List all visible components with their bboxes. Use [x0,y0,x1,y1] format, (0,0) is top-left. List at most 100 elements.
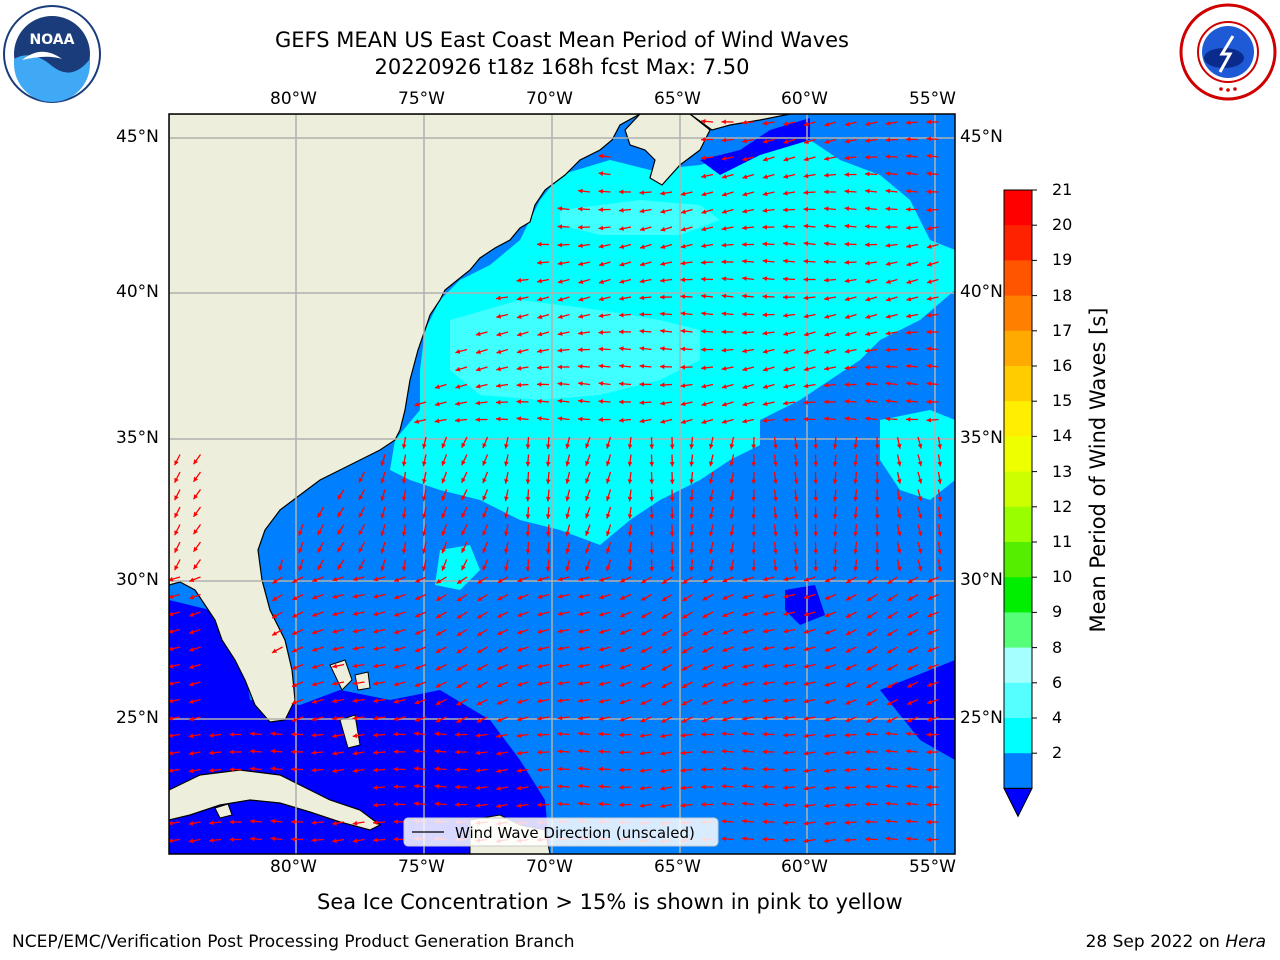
wave-direction-arrowhead [824,259,829,265]
wave-direction-arrowhead [401,549,407,554]
wave-direction-arrowhead [853,461,858,467]
wave-direction-arrowhead [803,277,808,282]
wave-direction-arrowhead [722,664,728,670]
wave-direction-arrowhead [557,731,563,737]
wave-direction-arrowhead [565,548,571,554]
wave-direction-arrowhead [352,576,358,582]
wave-direction-arrowhead [373,698,378,704]
wave-direction-arrowhead [649,497,655,502]
wave-direction-arrowhead [885,818,891,824]
wave-direction-arrowhead [845,630,851,636]
wave-direction-arrowhead [598,207,603,212]
wave-direction-arrowhead [729,461,735,467]
wave-direction-arrowhead [537,611,543,617]
wave-direction-arrowhead [578,731,583,737]
wave-direction-arrowhead [557,801,563,807]
wave-direction-arrowhead [649,514,655,519]
wave-direction-arrowhead [352,593,358,599]
wave-direction-arrowhead [660,364,665,370]
wave-direction-arrowhead [639,346,645,351]
wave-direction-arrowhead [660,278,665,283]
wave-direction-arrowhead [578,261,584,267]
wave-direction-arrowhead [702,630,708,636]
wave-direction-arrowhead [441,478,446,484]
wave-direction-arrowhead [682,631,688,636]
wave-direction-arrowhead [865,242,870,248]
wave-direction-arrowhead [824,121,830,127]
wave-direction-arrowhead [865,296,871,302]
wave-direction-arrowhead [639,733,645,738]
wave-direction-arrowhead [482,513,487,519]
wave-direction-arrowhead [311,820,317,825]
wave-direction-arrowhead [599,577,605,582]
wave-direction-arrowhead [865,381,870,387]
wave-direction-arrowhead [708,513,714,519]
wave-direction-arrowhead [414,748,419,754]
wave-direction-arrowhead [762,258,768,264]
sea-ice-note: Sea Ice Concentration > 15% is shown in … [317,890,903,914]
wave-direction-arrowhead [783,207,788,213]
wave-direction-arrowhead [649,462,655,467]
wave-direction-arrowhead [751,462,757,467]
wave-direction-arrowhead [482,565,487,571]
wave-direction-arrowhead [886,700,892,706]
wave-direction-arrowhead [441,460,446,466]
colorbar-segment [1004,190,1032,226]
ocean-4-6s-patch [435,545,480,590]
wave-direction-arrowhead [517,629,523,635]
wave-direction-arrowhead [639,190,645,195]
wave-direction-arrowhead [415,613,421,618]
wave-direction-arrowhead [332,681,337,686]
wave-direction-arrowhead [627,566,633,572]
wave-direction-arrowhead [865,314,871,319]
wave-direction-arrowhead [844,732,850,738]
wave-direction-arrowhead [742,818,747,824]
wave-direction-arrowhead [762,349,768,354]
wave-direction-arrowhead [742,293,747,299]
wave-direction-arrowhead [250,819,255,824]
wave-direction-arrowhead [272,613,278,619]
wave-direction-arrowhead [803,173,809,179]
wave-direction-arrowhead [415,630,420,635]
wave-direction-arrowhead [874,532,880,537]
wave-direction-arrowhead [606,443,611,449]
wave-direction-arrowhead [742,401,748,407]
wave-direction-arrowhead [885,330,891,336]
wave-direction-arrowhead [885,137,890,143]
wave-direction-arrowhead [742,783,747,789]
wave-direction-arrowhead [701,717,707,723]
wave-direction-arrowhead [578,224,583,230]
wave-direction-arrowhead [926,363,932,369]
wave-direction-arrowhead [641,596,647,601]
wave-direction-arrowhead [853,444,858,449]
wave-direction-arrowhead [619,279,625,284]
colorbar-tick-label: 16 [1052,356,1073,375]
wave-direction-arrowhead [627,549,633,554]
wave-direction-arrowhead [701,119,706,124]
wave-direction-arrowhead [896,496,902,502]
wave-direction-arrowhead [763,366,768,372]
wave-direction-arrowhead [455,384,461,389]
wave-direction-arrowhead [742,276,747,281]
wave-direction-arrowhead [619,802,624,808]
wave-direction-arrowhead [476,349,481,354]
wave-direction-arrowhead [557,784,563,789]
wave-direction-arrowhead [373,611,379,617]
wave-direction-arrowhead [373,732,378,738]
wave-direction-arrowhead [917,496,923,502]
wave-direction-arrowhead [803,646,809,652]
wave-direction-arrowhead [762,401,768,406]
wave-direction-arrowhead [545,496,551,502]
wave-direction-arrowhead [477,579,483,584]
wave-direction-arrowhead [660,750,665,756]
wave-direction-arrowhead [598,646,604,652]
wave-direction-arrowhead [393,699,399,704]
wave-direction-arrowhead [926,207,932,213]
wave-direction-arrowhead [660,400,665,406]
wave-direction-arrowhead [907,700,913,705]
wave-direction-arrowhead [906,417,911,422]
wave-direction-arrowhead [853,496,858,502]
wave-direction-arrowhead [422,478,427,484]
wave-direction-arrowhead [803,664,809,669]
wave-direction-arrowhead [619,785,624,790]
